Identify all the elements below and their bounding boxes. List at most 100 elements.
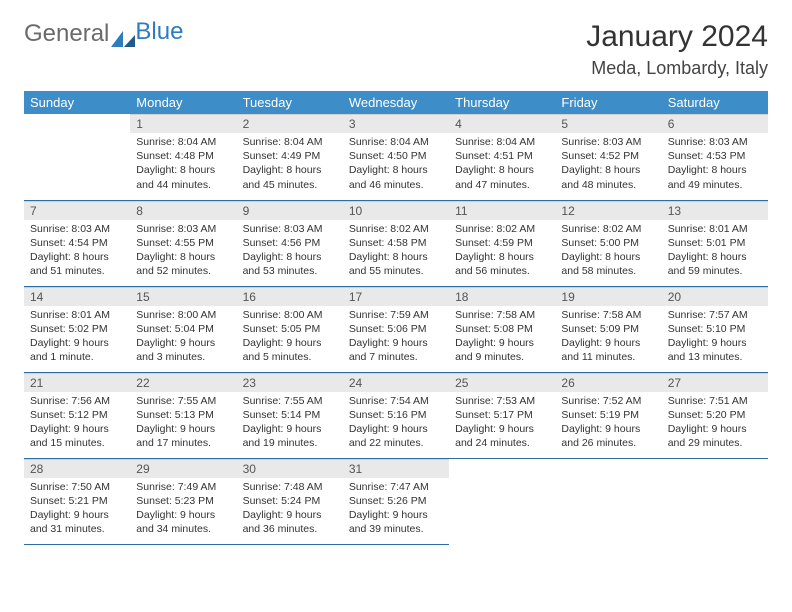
day-details: Sunrise: 8:03 AMSunset: 4:52 PMDaylight:… <box>555 133 661 196</box>
weekday-header: Monday <box>130 91 236 114</box>
day-number: 8 <box>130 201 236 220</box>
day-number: 26 <box>555 373 661 392</box>
day-number: 29 <box>130 459 236 478</box>
weekday-header: Saturday <box>662 91 768 114</box>
title-block: January 2024 Meda, Lombardy, Italy <box>586 20 768 79</box>
calendar-cell: 30Sunrise: 7:48 AMSunset: 5:24 PMDayligh… <box>237 458 343 544</box>
day-details: Sunrise: 7:50 AMSunset: 5:21 PMDaylight:… <box>24 478 130 541</box>
day-number: 19 <box>555 287 661 306</box>
day-details: Sunrise: 8:01 AMSunset: 5:01 PMDaylight:… <box>662 220 768 283</box>
header: General Blue January 2024 Meda, Lombardy… <box>24 20 768 79</box>
weekday-header: Friday <box>555 91 661 114</box>
day-details: Sunrise: 8:01 AMSunset: 5:02 PMDaylight:… <box>24 306 130 369</box>
day-number: 3 <box>343 114 449 133</box>
day-details: Sunrise: 8:04 AMSunset: 4:51 PMDaylight:… <box>449 133 555 196</box>
calendar-cell: 28Sunrise: 7:50 AMSunset: 5:21 PMDayligh… <box>24 458 130 544</box>
day-number: 10 <box>343 201 449 220</box>
day-number: 28 <box>24 459 130 478</box>
calendar-cell <box>662 458 768 544</box>
calendar-cell: 16Sunrise: 8:00 AMSunset: 5:05 PMDayligh… <box>237 286 343 372</box>
day-details: Sunrise: 8:03 AMSunset: 4:56 PMDaylight:… <box>237 220 343 283</box>
calendar-cell: 24Sunrise: 7:54 AMSunset: 5:16 PMDayligh… <box>343 372 449 458</box>
day-number: 14 <box>24 287 130 306</box>
calendar-cell: 7Sunrise: 8:03 AMSunset: 4:54 PMDaylight… <box>24 200 130 286</box>
day-number: 17 <box>343 287 449 306</box>
calendar-cell: 15Sunrise: 8:00 AMSunset: 5:04 PMDayligh… <box>130 286 236 372</box>
calendar-cell <box>449 458 555 544</box>
calendar-cell: 26Sunrise: 7:52 AMSunset: 5:19 PMDayligh… <box>555 372 661 458</box>
weekday-header: Wednesday <box>343 91 449 114</box>
day-details: Sunrise: 7:51 AMSunset: 5:20 PMDaylight:… <box>662 392 768 455</box>
logo-text-2: Blue <box>135 18 183 46</box>
logo-text-1: General <box>24 20 109 48</box>
day-details: Sunrise: 7:58 AMSunset: 5:08 PMDaylight:… <box>449 306 555 369</box>
calendar-cell: 13Sunrise: 8:01 AMSunset: 5:01 PMDayligh… <box>662 200 768 286</box>
calendar-cell <box>24 114 130 200</box>
calendar-cell: 10Sunrise: 8:02 AMSunset: 4:58 PMDayligh… <box>343 200 449 286</box>
calendar-cell: 9Sunrise: 8:03 AMSunset: 4:56 PMDaylight… <box>237 200 343 286</box>
calendar-cell: 8Sunrise: 8:03 AMSunset: 4:55 PMDaylight… <box>130 200 236 286</box>
day-number: 21 <box>24 373 130 392</box>
calendar-header-row: SundayMondayTuesdayWednesdayThursdayFrid… <box>24 91 768 114</box>
day-number: 23 <box>237 373 343 392</box>
day-details: Sunrise: 8:04 AMSunset: 4:48 PMDaylight:… <box>130 133 236 196</box>
day-number: 9 <box>237 201 343 220</box>
calendar-cell: 5Sunrise: 8:03 AMSunset: 4:52 PMDaylight… <box>555 114 661 200</box>
day-number: 12 <box>555 201 661 220</box>
day-details: Sunrise: 8:03 AMSunset: 4:53 PMDaylight:… <box>662 133 768 196</box>
logo-sail-icon <box>111 26 135 42</box>
day-number: 2 <box>237 114 343 133</box>
day-details: Sunrise: 7:53 AMSunset: 5:17 PMDaylight:… <box>449 392 555 455</box>
day-details: Sunrise: 7:56 AMSunset: 5:12 PMDaylight:… <box>24 392 130 455</box>
weekday-header: Sunday <box>24 91 130 114</box>
calendar-cell: 22Sunrise: 7:55 AMSunset: 5:13 PMDayligh… <box>130 372 236 458</box>
day-number: 31 <box>343 459 449 478</box>
month-title: January 2024 <box>586 20 768 54</box>
calendar-cell: 23Sunrise: 7:55 AMSunset: 5:14 PMDayligh… <box>237 372 343 458</box>
logo: General Blue <box>24 20 183 48</box>
day-number: 5 <box>555 114 661 133</box>
calendar-cell: 6Sunrise: 8:03 AMSunset: 4:53 PMDaylight… <box>662 114 768 200</box>
day-number: 16 <box>237 287 343 306</box>
calendar-cell: 14Sunrise: 8:01 AMSunset: 5:02 PMDayligh… <box>24 286 130 372</box>
day-number: 24 <box>343 373 449 392</box>
day-details: Sunrise: 8:03 AMSunset: 4:55 PMDaylight:… <box>130 220 236 283</box>
calendar-page: General Blue January 2024 Meda, Lombardy… <box>0 0 792 565</box>
day-number: 11 <box>449 201 555 220</box>
day-details: Sunrise: 7:47 AMSunset: 5:26 PMDaylight:… <box>343 478 449 541</box>
calendar-cell: 21Sunrise: 7:56 AMSunset: 5:12 PMDayligh… <box>24 372 130 458</box>
day-details: Sunrise: 7:48 AMSunset: 5:24 PMDaylight:… <box>237 478 343 541</box>
day-details: Sunrise: 8:04 AMSunset: 4:49 PMDaylight:… <box>237 133 343 196</box>
calendar-table: SundayMondayTuesdayWednesdayThursdayFrid… <box>24 91 768 545</box>
day-details: Sunrise: 8:03 AMSunset: 4:54 PMDaylight:… <box>24 220 130 283</box>
day-details: Sunrise: 7:58 AMSunset: 5:09 PMDaylight:… <box>555 306 661 369</box>
calendar-cell: 12Sunrise: 8:02 AMSunset: 5:00 PMDayligh… <box>555 200 661 286</box>
calendar-cell: 31Sunrise: 7:47 AMSunset: 5:26 PMDayligh… <box>343 458 449 544</box>
calendar-cell: 27Sunrise: 7:51 AMSunset: 5:20 PMDayligh… <box>662 372 768 458</box>
day-number: 20 <box>662 287 768 306</box>
day-details: Sunrise: 8:02 AMSunset: 5:00 PMDaylight:… <box>555 220 661 283</box>
day-details: Sunrise: 7:57 AMSunset: 5:10 PMDaylight:… <box>662 306 768 369</box>
day-number: 27 <box>662 373 768 392</box>
day-details: Sunrise: 8:02 AMSunset: 4:58 PMDaylight:… <box>343 220 449 283</box>
calendar-cell: 11Sunrise: 8:02 AMSunset: 4:59 PMDayligh… <box>449 200 555 286</box>
day-number: 7 <box>24 201 130 220</box>
day-number: 25 <box>449 373 555 392</box>
calendar-cell: 1Sunrise: 8:04 AMSunset: 4:48 PMDaylight… <box>130 114 236 200</box>
day-number: 13 <box>662 201 768 220</box>
day-details: Sunrise: 7:55 AMSunset: 5:13 PMDaylight:… <box>130 392 236 455</box>
day-details: Sunrise: 7:49 AMSunset: 5:23 PMDaylight:… <box>130 478 236 541</box>
day-number: 22 <box>130 373 236 392</box>
day-details: Sunrise: 8:00 AMSunset: 5:04 PMDaylight:… <box>130 306 236 369</box>
day-details: Sunrise: 8:02 AMSunset: 4:59 PMDaylight:… <box>449 220 555 283</box>
calendar-cell: 4Sunrise: 8:04 AMSunset: 4:51 PMDaylight… <box>449 114 555 200</box>
calendar-cell: 29Sunrise: 7:49 AMSunset: 5:23 PMDayligh… <box>130 458 236 544</box>
day-details: Sunrise: 8:04 AMSunset: 4:50 PMDaylight:… <box>343 133 449 196</box>
calendar-cell: 17Sunrise: 7:59 AMSunset: 5:06 PMDayligh… <box>343 286 449 372</box>
day-number: 30 <box>237 459 343 478</box>
day-number: 18 <box>449 287 555 306</box>
calendar-cell: 2Sunrise: 8:04 AMSunset: 4:49 PMDaylight… <box>237 114 343 200</box>
calendar-cell: 20Sunrise: 7:57 AMSunset: 5:10 PMDayligh… <box>662 286 768 372</box>
day-number: 1 <box>130 114 236 133</box>
weekday-header: Tuesday <box>237 91 343 114</box>
